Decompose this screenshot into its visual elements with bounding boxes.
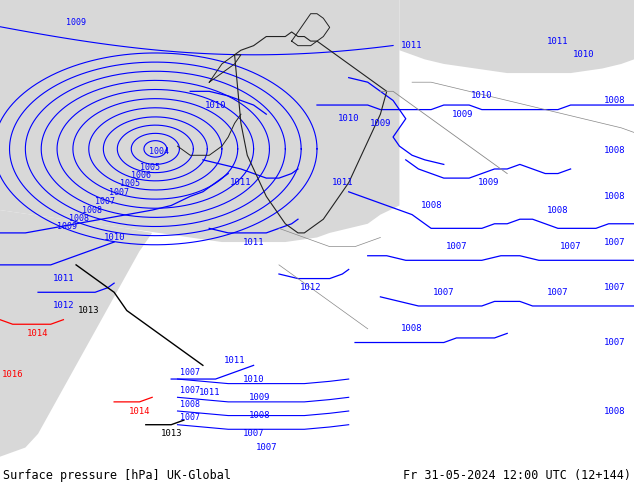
Text: 1008: 1008 bbox=[69, 214, 89, 223]
Polygon shape bbox=[0, 0, 399, 242]
Text: Fr 31-05-2024 12:00 UTC (12+144): Fr 31-05-2024 12:00 UTC (12+144) bbox=[403, 468, 631, 482]
Text: 1010: 1010 bbox=[103, 233, 125, 242]
Text: 1007: 1007 bbox=[180, 414, 200, 422]
Text: 1008: 1008 bbox=[604, 96, 626, 105]
Text: 1011: 1011 bbox=[53, 274, 74, 283]
Polygon shape bbox=[399, 0, 634, 73]
Text: 1011: 1011 bbox=[332, 178, 353, 187]
Text: 1007: 1007 bbox=[108, 188, 129, 197]
Text: 1013: 1013 bbox=[160, 429, 182, 439]
Text: 1012: 1012 bbox=[300, 283, 321, 292]
Text: 1007: 1007 bbox=[446, 242, 467, 251]
Text: 1008: 1008 bbox=[604, 407, 626, 416]
Text: 1009: 1009 bbox=[452, 110, 474, 119]
Text: Surface pressure [hPa] UK-Global: Surface pressure [hPa] UK-Global bbox=[3, 468, 231, 482]
Text: 1008: 1008 bbox=[604, 192, 626, 201]
Text: 1010: 1010 bbox=[243, 374, 264, 384]
Text: 1004: 1004 bbox=[148, 147, 169, 156]
Text: 1008: 1008 bbox=[401, 324, 423, 333]
Text: 1011: 1011 bbox=[224, 356, 245, 365]
Text: 1009: 1009 bbox=[56, 222, 77, 231]
Text: 1008: 1008 bbox=[547, 206, 569, 215]
Text: 1012: 1012 bbox=[53, 301, 74, 311]
Text: 1007: 1007 bbox=[94, 197, 115, 206]
Text: 1008: 1008 bbox=[604, 146, 626, 155]
Text: 1007: 1007 bbox=[560, 242, 581, 251]
Text: 1011: 1011 bbox=[547, 37, 569, 46]
Text: 1011: 1011 bbox=[230, 178, 252, 187]
Text: 1007: 1007 bbox=[180, 368, 200, 377]
Text: 1010: 1010 bbox=[205, 100, 226, 110]
Polygon shape bbox=[0, 210, 152, 457]
Text: 1005: 1005 bbox=[120, 179, 140, 188]
Text: 1011: 1011 bbox=[243, 238, 264, 246]
Text: 1007: 1007 bbox=[180, 386, 200, 395]
Text: 1008: 1008 bbox=[180, 400, 200, 409]
Text: 1007: 1007 bbox=[243, 429, 264, 439]
Text: 1006: 1006 bbox=[131, 171, 152, 180]
Text: 1009: 1009 bbox=[66, 18, 86, 27]
Text: 1013: 1013 bbox=[78, 306, 100, 315]
Text: 1009: 1009 bbox=[477, 178, 499, 187]
Text: 1005: 1005 bbox=[140, 163, 160, 172]
Text: 1014: 1014 bbox=[129, 407, 150, 416]
Text: 1011: 1011 bbox=[198, 388, 220, 397]
Text: 1010: 1010 bbox=[338, 114, 359, 123]
Text: 1007: 1007 bbox=[256, 443, 277, 452]
Text: 1007: 1007 bbox=[604, 238, 626, 246]
Text: 1007: 1007 bbox=[547, 288, 569, 297]
Text: 1008: 1008 bbox=[82, 206, 102, 215]
Text: 1007: 1007 bbox=[433, 288, 455, 297]
Text: 1007: 1007 bbox=[604, 283, 626, 292]
Text: 1016: 1016 bbox=[2, 370, 23, 379]
Text: 1010: 1010 bbox=[573, 50, 594, 59]
Text: 1014: 1014 bbox=[27, 329, 49, 338]
Text: 1008: 1008 bbox=[249, 411, 271, 420]
Text: 1009: 1009 bbox=[249, 393, 271, 402]
Text: 1007: 1007 bbox=[604, 338, 626, 347]
Text: 1011: 1011 bbox=[401, 41, 423, 50]
Text: 1008: 1008 bbox=[420, 201, 442, 210]
Text: 1009: 1009 bbox=[370, 119, 391, 128]
Text: 1010: 1010 bbox=[471, 92, 493, 100]
